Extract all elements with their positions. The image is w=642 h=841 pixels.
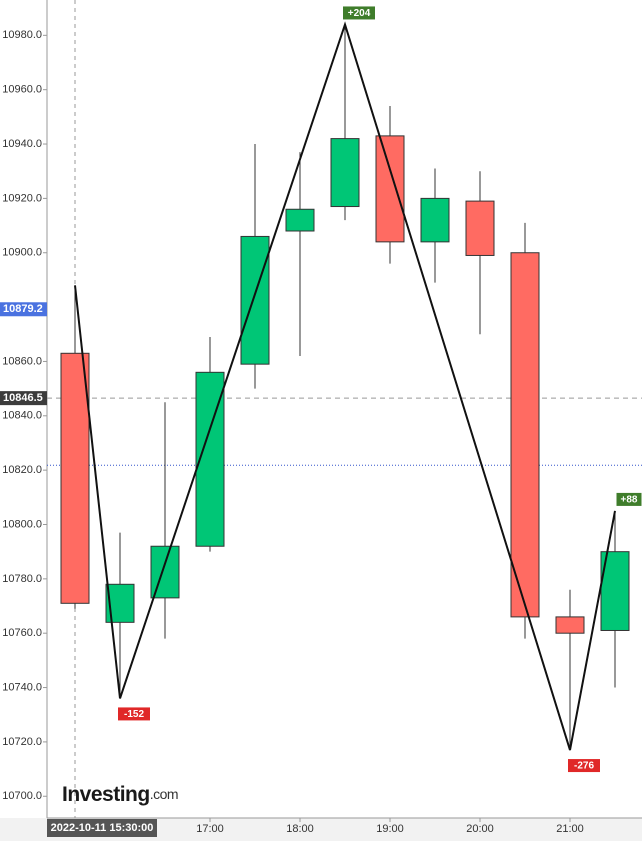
zigzag-label-box (118, 707, 150, 721)
price-label-box (0, 302, 47, 317)
logo-main: Investing (62, 783, 150, 806)
y-tick-label: 10760.0 (2, 627, 42, 639)
price-label-box (0, 391, 47, 406)
candle-body (150, 545, 180, 599)
x-tick-label: 21:00 (556, 823, 584, 835)
zigzag-label: -152 (124, 709, 144, 720)
candle-body (330, 138, 360, 208)
candle-body (420, 197, 450, 243)
y-tick-label: 10960.0 (2, 84, 42, 96)
y-tick-label: 10740.0 (2, 681, 42, 693)
candle-body (60, 352, 90, 604)
y-tick-label: 10820.0 (2, 464, 42, 476)
crosshair-label-box (47, 819, 157, 837)
x-axis-band (0, 818, 642, 841)
x-tick-label: 19:00 (376, 823, 404, 835)
zigzag-line (74, 21, 616, 751)
y-tick-label: 10980.0 (2, 29, 42, 41)
crosshair-label: 2022-10-11 15:30:00 (51, 822, 154, 834)
zigzag-label-box (616, 492, 642, 506)
candle-body (510, 252, 540, 618)
y-tick-label: 10920.0 (2, 192, 42, 204)
x-tick-label: 17:00 (196, 823, 224, 835)
y-tick-label: 10860.0 (2, 355, 42, 367)
price-label: 10846.5 (3, 392, 43, 404)
y-tick-label: 10780.0 (2, 573, 42, 585)
candle-body (240, 235, 270, 365)
y-tick-label: 10840.0 (2, 410, 42, 422)
y-tick-label: 10940.0 (2, 138, 42, 150)
logo-suffix: .com (150, 786, 178, 802)
x-tick-label: 18:00 (286, 823, 314, 835)
zigzag-label: +88 (621, 495, 638, 506)
price-label: 10879.2 (3, 303, 43, 315)
x-tick-label: 20:00 (466, 823, 494, 835)
candle-body (285, 208, 315, 232)
zigzag-label: -276 (574, 761, 594, 772)
zigzag-label: +204 (348, 8, 371, 19)
y-tick-label: 10720.0 (2, 736, 42, 748)
zigzag-label-box (343, 6, 375, 20)
zigzag-label-box (568, 759, 600, 773)
candle-body (375, 135, 405, 243)
logo: Investing.com (62, 783, 178, 806)
candle-body (465, 200, 495, 256)
y-tick-label: 10900.0 (2, 247, 42, 259)
candle-body (555, 616, 585, 634)
y-tick-label: 10700.0 (2, 790, 42, 802)
y-tick-label: 10800.0 (2, 518, 42, 530)
